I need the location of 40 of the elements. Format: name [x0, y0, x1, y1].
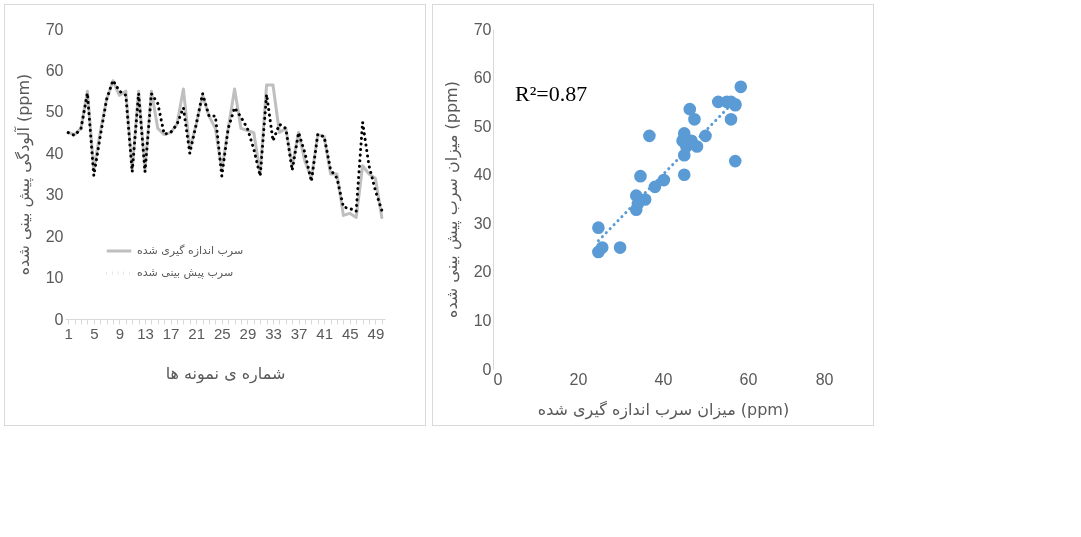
y-tick-label: 20: [473, 263, 492, 281]
x-tick-label: 0: [493, 370, 503, 388]
y-tick-label: 30: [473, 214, 492, 232]
y-tick-label: 40: [45, 144, 64, 162]
x-tick-label: 9: [115, 324, 125, 342]
x-axis-title: شماره ی نمونه ها: [165, 363, 286, 384]
x-tick-label: 5: [90, 324, 99, 342]
y-tick-label: 60: [473, 69, 492, 87]
x-tick-label: 49: [367, 324, 385, 342]
x-tick-label: 41: [316, 324, 334, 342]
x-tick-label: 80: [815, 370, 834, 388]
y-tick-label: 60: [45, 61, 64, 79]
y-tick-label: 10: [473, 311, 492, 329]
y-tick-label: 70: [45, 20, 64, 38]
x-tick-label: 1: [64, 324, 73, 342]
y-tick-label: 70: [473, 20, 492, 38]
x-tick-label: 17: [162, 324, 180, 342]
x-tick-label: 37: [290, 324, 308, 342]
x-tick-label: 25: [213, 324, 231, 342]
y-axis-title: میزان سرب پیش بینی شده (ppm): [441, 81, 462, 318]
y-tick-label: 50: [473, 117, 492, 135]
annotation: R²=0.87: [515, 81, 588, 106]
y-tick-label: 40: [473, 166, 492, 184]
legend-label: سرب پیش بینی شده: [137, 266, 234, 279]
x-tick-label: 29: [239, 324, 257, 342]
y-tick-label: 20: [45, 227, 64, 245]
legend-label: سرب اندازه گیری شده: [137, 244, 244, 257]
y-tick-label: 50: [45, 103, 64, 121]
y-tick-label: 10: [45, 269, 64, 287]
x-tick-label: 33: [265, 324, 282, 342]
y-tick-label: 0: [54, 310, 64, 328]
x-tick-label: 20: [569, 370, 588, 388]
x-axis-title: میزان سرب اندازه گیری شده (ppm): [537, 399, 790, 420]
x-tick-label: 45: [341, 324, 359, 342]
x-tick-label: 40: [654, 370, 673, 388]
y-tick-label: 30: [45, 186, 64, 204]
x-tick-label: 13: [137, 324, 154, 342]
x-tick-label: 60: [739, 370, 758, 388]
y-axis-title: آلودگی پیش بینی شده (ppm): [13, 73, 34, 276]
x-tick-label: 21: [188, 324, 206, 342]
